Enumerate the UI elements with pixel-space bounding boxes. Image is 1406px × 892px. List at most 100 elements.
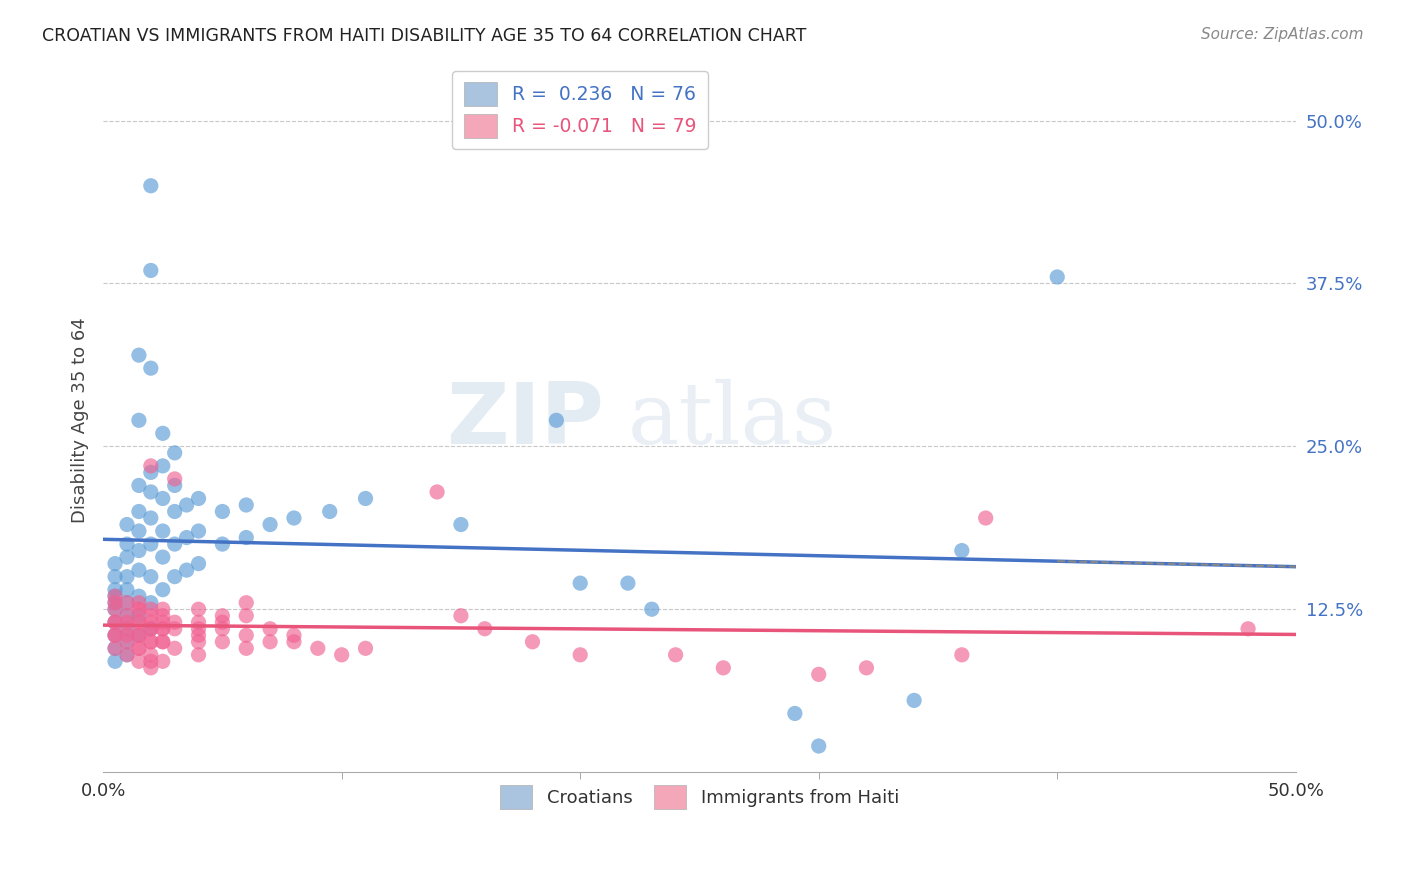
Point bbox=[128, 602, 150, 616]
Point bbox=[115, 537, 138, 551]
Point bbox=[426, 485, 449, 500]
Point bbox=[617, 576, 640, 591]
Point bbox=[104, 628, 127, 642]
Point bbox=[104, 628, 127, 642]
Point bbox=[104, 615, 127, 630]
Point bbox=[163, 478, 186, 492]
Point bbox=[139, 178, 162, 193]
Point bbox=[176, 531, 198, 545]
Point bbox=[807, 739, 830, 753]
Text: atlas: atlas bbox=[628, 379, 837, 462]
Text: ZIP: ZIP bbox=[446, 379, 605, 462]
Point bbox=[546, 413, 568, 427]
Point bbox=[104, 589, 127, 603]
Point bbox=[104, 602, 127, 616]
Point bbox=[104, 569, 127, 583]
Point bbox=[152, 608, 174, 623]
Text: Source: ZipAtlas.com: Source: ZipAtlas.com bbox=[1201, 27, 1364, 42]
Point bbox=[128, 413, 150, 427]
Point bbox=[855, 661, 877, 675]
Point bbox=[187, 602, 209, 616]
Point bbox=[950, 648, 973, 662]
Point bbox=[128, 641, 150, 656]
Point bbox=[163, 537, 186, 551]
Point bbox=[152, 550, 174, 565]
Point bbox=[115, 622, 138, 636]
Point bbox=[128, 563, 150, 577]
Point bbox=[104, 641, 127, 656]
Point bbox=[139, 608, 162, 623]
Point bbox=[319, 504, 342, 518]
Point bbox=[128, 478, 150, 492]
Point bbox=[139, 661, 162, 675]
Point bbox=[139, 569, 162, 583]
Point bbox=[211, 622, 233, 636]
Point bbox=[128, 628, 150, 642]
Point bbox=[128, 615, 150, 630]
Point bbox=[115, 615, 138, 630]
Point bbox=[283, 511, 305, 525]
Point bbox=[115, 596, 138, 610]
Point bbox=[139, 654, 162, 668]
Point bbox=[115, 517, 138, 532]
Point bbox=[139, 466, 162, 480]
Point bbox=[187, 615, 209, 630]
Point bbox=[128, 589, 150, 603]
Point bbox=[115, 622, 138, 636]
Point bbox=[115, 648, 138, 662]
Point bbox=[152, 491, 174, 506]
Point bbox=[235, 498, 257, 512]
Point bbox=[115, 608, 138, 623]
Point bbox=[104, 582, 127, 597]
Point bbox=[211, 634, 233, 648]
Point bbox=[1046, 270, 1069, 285]
Point bbox=[139, 263, 162, 277]
Point bbox=[139, 511, 162, 525]
Point bbox=[152, 524, 174, 538]
Point bbox=[139, 458, 162, 473]
Point bbox=[104, 589, 127, 603]
Point bbox=[163, 569, 186, 583]
Point bbox=[152, 622, 174, 636]
Point bbox=[163, 641, 186, 656]
Point bbox=[187, 628, 209, 642]
Point bbox=[283, 628, 305, 642]
Point bbox=[128, 543, 150, 558]
Point bbox=[259, 517, 281, 532]
Point bbox=[354, 491, 377, 506]
Point bbox=[163, 504, 186, 518]
Point bbox=[104, 557, 127, 571]
Point bbox=[128, 608, 150, 623]
Point bbox=[176, 498, 198, 512]
Point bbox=[104, 615, 127, 630]
Point bbox=[152, 426, 174, 441]
Point bbox=[139, 615, 162, 630]
Point bbox=[259, 622, 281, 636]
Point bbox=[152, 615, 174, 630]
Point bbox=[665, 648, 688, 662]
Point bbox=[139, 634, 162, 648]
Point bbox=[187, 524, 209, 538]
Point bbox=[115, 608, 138, 623]
Point bbox=[283, 634, 305, 648]
Point bbox=[450, 517, 472, 532]
Point bbox=[115, 569, 138, 583]
Point bbox=[163, 446, 186, 460]
Point bbox=[903, 693, 925, 707]
Point bbox=[235, 608, 257, 623]
Point bbox=[211, 504, 233, 518]
Point bbox=[128, 641, 150, 656]
Point bbox=[307, 641, 329, 656]
Point bbox=[974, 511, 997, 525]
Point bbox=[152, 602, 174, 616]
Point bbox=[330, 648, 353, 662]
Point bbox=[163, 622, 186, 636]
Point bbox=[104, 628, 127, 642]
Point bbox=[152, 622, 174, 636]
Point bbox=[711, 661, 734, 675]
Point bbox=[139, 622, 162, 636]
Point bbox=[235, 596, 257, 610]
Point bbox=[104, 596, 127, 610]
Point bbox=[259, 634, 281, 648]
Point bbox=[152, 654, 174, 668]
